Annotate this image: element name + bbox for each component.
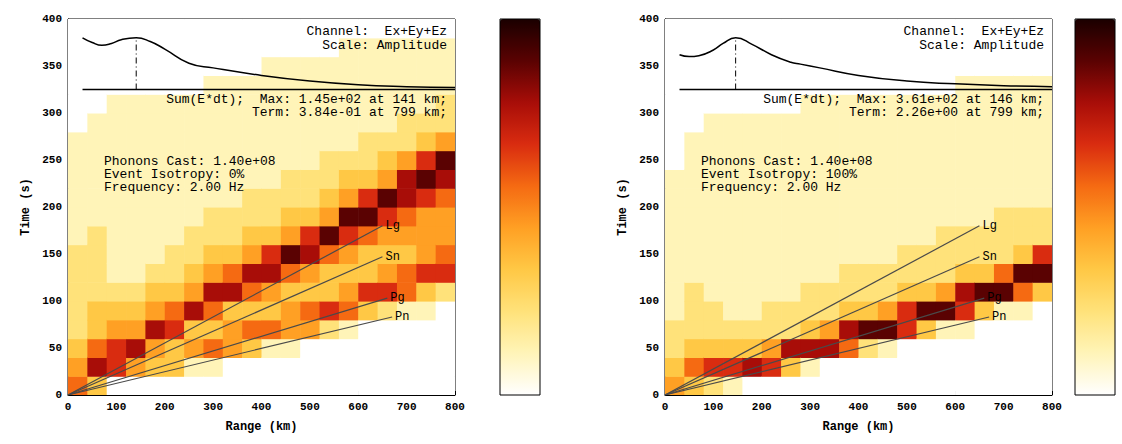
svg-text:200: 200	[752, 401, 772, 413]
svg-text:50: 50	[646, 342, 659, 354]
svg-text:400: 400	[42, 13, 62, 25]
svg-text:400: 400	[639, 13, 659, 25]
svg-text:Channel: Ex+Ey+Ez: Channel: Ex+Ey+Ez	[307, 24, 447, 39]
svg-text:500: 500	[897, 401, 917, 413]
svg-text:200: 200	[42, 201, 62, 213]
svg-text:500: 500	[300, 401, 320, 413]
svg-text:Sum(E*dt); Max: 1.45e+02 at 14: Sum(E*dt); Max: 1.45e+02 at 141 km;	[166, 92, 447, 107]
svg-text:Range (km): Range (km)	[225, 420, 297, 434]
svg-text:250: 250	[42, 154, 62, 166]
svg-text:600: 600	[348, 401, 368, 413]
svg-text:300: 300	[639, 107, 659, 119]
svg-text:100: 100	[42, 295, 62, 307]
svg-text:100: 100	[106, 401, 126, 413]
svg-text:100: 100	[639, 295, 659, 307]
svg-text:300: 300	[42, 107, 62, 119]
svg-text:Sn: Sn	[385, 250, 399, 264]
svg-text:Term: 2.26e+00 at 799 km;: Term: 2.26e+00 at 799 km;	[849, 105, 1044, 120]
svg-text:Frequency: 2.00 Hz: Frequency: 2.00 Hz	[104, 180, 244, 195]
svg-text:300: 300	[800, 401, 820, 413]
svg-text:Pn: Pn	[395, 310, 409, 324]
svg-text:Channel: Ex+Ey+Ez: Channel: Ex+Ey+Ez	[904, 24, 1044, 39]
svg-text:300: 300	[203, 401, 223, 413]
svg-text:Pn: Pn	[992, 310, 1006, 324]
svg-text:150: 150	[639, 248, 659, 260]
svg-text:Lg: Lg	[982, 219, 996, 233]
svg-text:Sum(E*dt); Max: 3.61e+02 at 14: Sum(E*dt); Max: 3.61e+02 at 146 km;	[763, 92, 1044, 107]
svg-text:250: 250	[639, 154, 659, 166]
svg-text:Phonons Cast: 1.40e+08: Phonons Cast: 1.40e+08	[701, 154, 873, 169]
svg-text:50: 50	[49, 342, 62, 354]
svg-text:350: 350	[42, 60, 62, 72]
svg-text:Phonons Cast: 1.40e+08: Phonons Cast: 1.40e+08	[104, 154, 276, 169]
svg-text:Time (s): Time (s)	[19, 178, 33, 236]
svg-text:0: 0	[65, 401, 72, 413]
svg-text:200: 200	[155, 401, 175, 413]
svg-text:350: 350	[639, 60, 659, 72]
svg-text:150: 150	[42, 248, 62, 260]
svg-text:Sn: Sn	[982, 250, 996, 264]
svg-text:0: 0	[662, 401, 669, 413]
svg-text:100: 100	[703, 401, 723, 413]
svg-text:200: 200	[639, 201, 659, 213]
svg-text:Pg: Pg	[390, 291, 404, 305]
svg-text:700: 700	[397, 401, 417, 413]
svg-text:Time (s): Time (s)	[616, 178, 630, 236]
svg-text:800: 800	[1042, 401, 1062, 413]
svg-text:Lg: Lg	[385, 219, 399, 233]
svg-text:800: 800	[445, 401, 465, 413]
svg-text:0: 0	[55, 389, 62, 401]
svg-text:600: 600	[945, 401, 965, 413]
svg-text:700: 700	[994, 401, 1014, 413]
svg-text:Range (km): Range (km)	[822, 420, 894, 434]
svg-text:400: 400	[849, 401, 869, 413]
svg-text:Event Isotropy: 0%: Event Isotropy: 0%	[104, 167, 245, 182]
svg-text:400: 400	[252, 401, 272, 413]
svg-text:Scale: Amplitude: Scale: Amplitude	[322, 38, 447, 53]
svg-text:Frequency: 2.00 Hz: Frequency: 2.00 Hz	[701, 180, 841, 195]
svg-text:Pg: Pg	[987, 291, 1001, 305]
svg-text:0: 0	[652, 389, 659, 401]
svg-text:Scale: Amplitude: Scale: Amplitude	[919, 38, 1044, 53]
svg-text:Event Isotropy: 100%: Event Isotropy: 100%	[701, 167, 857, 182]
svg-text:Term: 3.84e-01 at 799 km;: Term: 3.84e-01 at 799 km;	[252, 105, 447, 120]
